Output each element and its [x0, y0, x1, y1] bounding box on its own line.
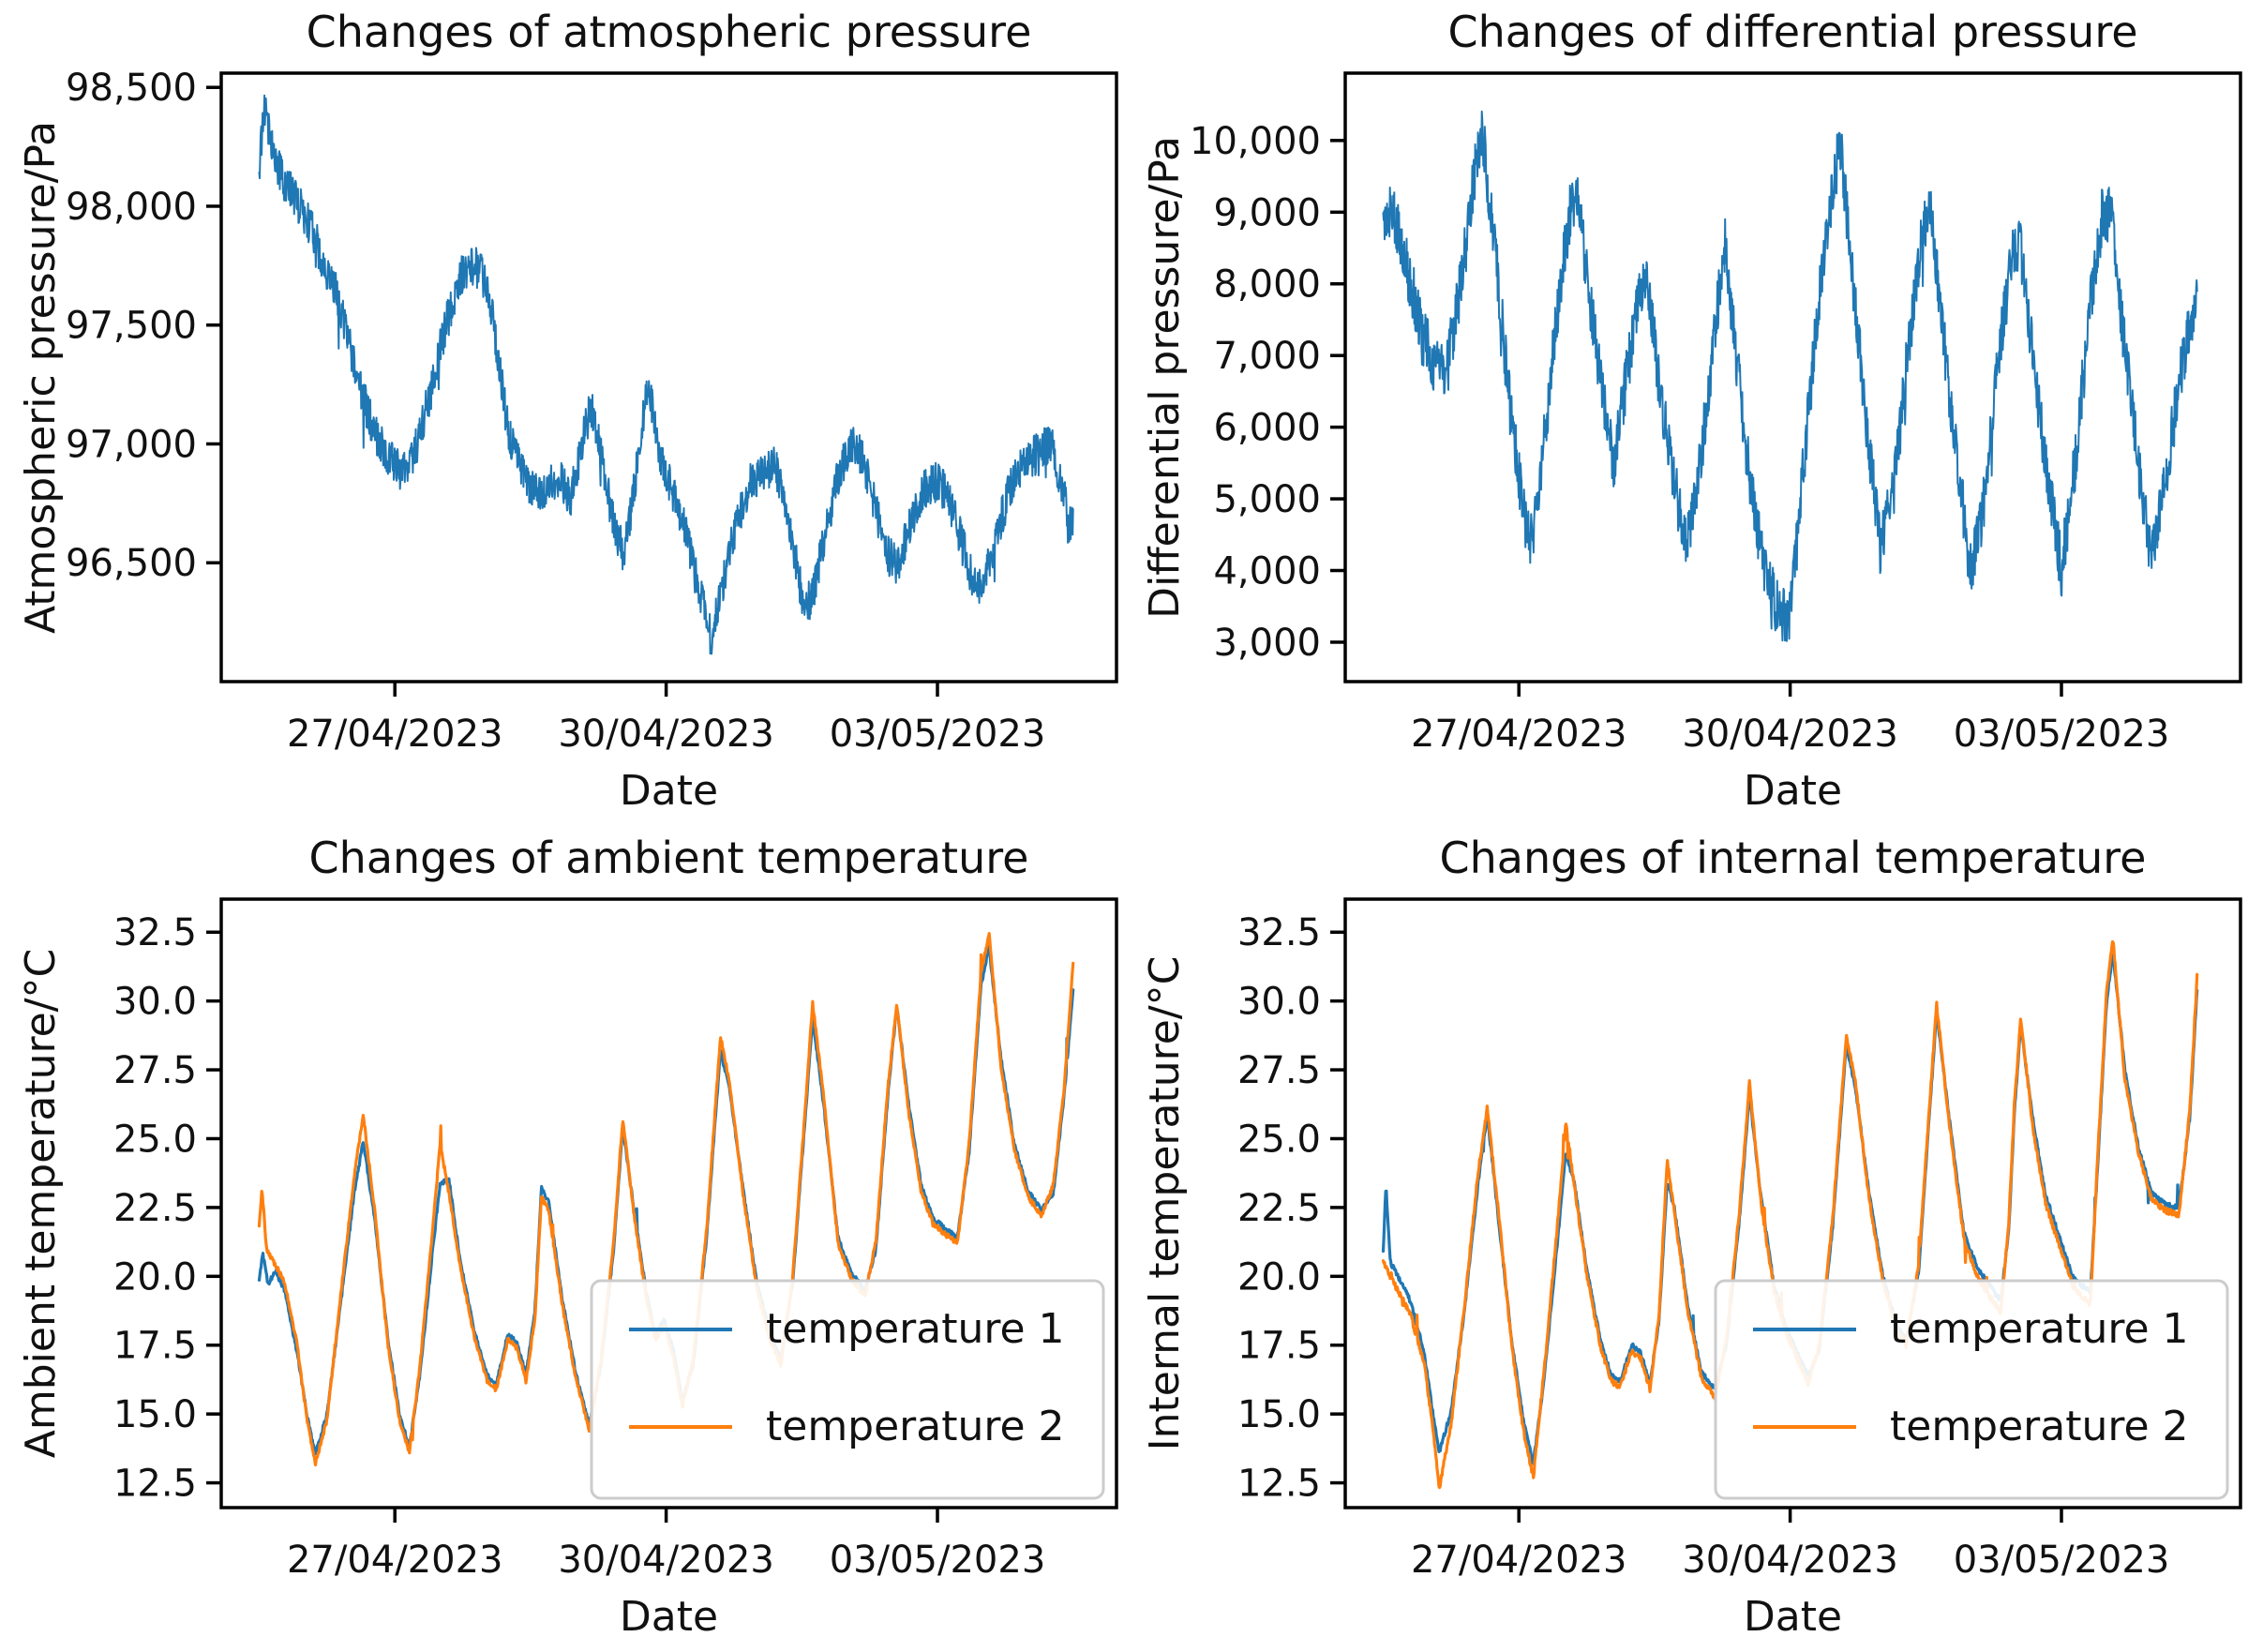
y-axis: 98,500 98,000 97,500 97,000 96,500 — [66, 67, 221, 585]
x-tick-label: 27/04/2023 — [1411, 1539, 1627, 1582]
y-tick-label: 97,500 — [66, 305, 197, 348]
y-tick-label: 3,000 — [1213, 622, 1321, 665]
chart-differential-pressure-canvas: Changes of differential pressure Date Diff… — [1141, 7, 2242, 815]
y-tick-label: 4,000 — [1213, 550, 1321, 593]
y-tick-label: 17.5 — [1237, 1325, 1321, 1368]
legend-label-2: temperature 2 — [1890, 1403, 2189, 1450]
x-axis: 27/04/2023 30/04/2023 03/05/2023 — [287, 682, 1045, 756]
y-tick-label: 96,500 — [66, 542, 197, 585]
chart-ambient-temperature: Changes of ambient temperature Date Ambien… — [0, 826, 1124, 1652]
y-tick-label: 27.5 — [113, 1049, 197, 1092]
x-axis-label: Date — [1744, 1593, 1842, 1641]
y-axis-label: Ambient temperature/°C — [17, 949, 65, 1458]
chart-internal-temperature-canvas: Changes of internal temperature Date Inter… — [1141, 833, 2242, 1641]
x-tick-label: 03/05/2023 — [1954, 713, 2170, 756]
y-tick-label: 15.0 — [113, 1393, 197, 1436]
y-tick-label: 5,000 — [1213, 478, 1321, 521]
y-tick-label: 17.5 — [113, 1325, 197, 1368]
y-tick-label: 22.5 — [113, 1187, 197, 1230]
chart-title: Changes of atmospheric pressure — [307, 7, 1032, 57]
x-axis: 27/04/2023 30/04/2023 03/05/2023 — [287, 1508, 1045, 1582]
axes-spine — [1343, 71, 2242, 683]
x-tick-label: 30/04/2023 — [1682, 1539, 1898, 1582]
chart-atmospheric-pressure: Changes of atmospheric pressure Date Atmos… — [0, 0, 1124, 826]
y-axis: 32.5 30.0 27.5 25.0 22.5 20.0 17.5 15.0 12.5 — [1237, 911, 1345, 1506]
legend-label-1: temperature 1 — [766, 1305, 1065, 1353]
y-tick-label: 97,000 — [66, 423, 197, 466]
x-tick-label: 30/04/2023 — [558, 713, 774, 756]
plot-area — [258, 94, 1074, 655]
chart-ambient-temperature-canvas: Changes of ambient temperature Date Ambien… — [17, 833, 1118, 1641]
y-tick-label: 25.0 — [1237, 1118, 1321, 1161]
y-tick-label: 8,000 — [1213, 263, 1321, 307]
x-axis-label: Date — [620, 767, 718, 815]
y-tick-label: 32.5 — [113, 911, 197, 954]
y-axis-label: Atmospheric pressure/Pa — [17, 121, 65, 634]
chart-title: Changes of differential pressure — [1447, 7, 2137, 57]
y-tick-label: 6,000 — [1213, 407, 1321, 450]
y-tick-label: 27.5 — [1237, 1049, 1321, 1092]
y-tick-label: 30.0 — [113, 981, 197, 1024]
y-axis: 32.5 30.0 27.5 25.0 22.5 20.0 17.5 15.0 12.5 — [113, 911, 221, 1506]
x-tick-label: 03/05/2023 — [830, 1539, 1046, 1582]
y-tick-label: 20.0 — [113, 1255, 197, 1299]
legend-label-1: temperature 1 — [1890, 1305, 2189, 1353]
y-tick-label: 30.0 — [1237, 981, 1321, 1024]
x-tick-label: 03/05/2023 — [830, 713, 1046, 756]
chart-differential-pressure: Changes of differential pressure Date Diff… — [1124, 0, 2248, 826]
x-axis-label: Date — [1744, 767, 1842, 815]
y-tick-label: 12.5 — [1237, 1463, 1321, 1506]
y-tick-label: 98,000 — [66, 186, 197, 229]
plot-area — [1382, 110, 2198, 642]
y-tick-label: 12.5 — [113, 1463, 197, 1506]
x-tick-label: 27/04/2023 — [287, 1539, 503, 1582]
y-tick-label: 98,500 — [66, 67, 197, 110]
y-axis: 10,000 9,000 8,000 7,000 6,000 5,000 4,000 3,00… — [1190, 120, 1345, 665]
series-atmospheric-pressure — [258, 94, 1074, 655]
chart-title: Changes of internal temperature — [1440, 833, 2147, 883]
axes-spine — [1343, 897, 2242, 1509]
chart-atmospheric-pressure-canvas: Changes of atmospheric pressure Date Atmos… — [17, 7, 1118, 815]
legend: temperature 1 temperature 2 — [1714, 1279, 2229, 1500]
axes-spine — [219, 71, 1118, 683]
x-axis-label: Date — [620, 1593, 718, 1641]
legend-label-2: temperature 2 — [766, 1403, 1065, 1450]
y-tick-label: 32.5 — [1237, 911, 1321, 954]
x-axis: 27/04/2023 30/04/2023 03/05/2023 — [1411, 1508, 2169, 1582]
x-axis: 27/04/2023 30/04/2023 03/05/2023 — [1411, 682, 2169, 756]
x-tick-label: 03/05/2023 — [1954, 1539, 2170, 1582]
y-tick-label: 7,000 — [1213, 335, 1321, 378]
y-tick-label: 20.0 — [1237, 1255, 1321, 1299]
y-tick-label: 15.0 — [1237, 1393, 1321, 1436]
x-tick-label: 27/04/2023 — [1411, 713, 1627, 756]
x-tick-label: 27/04/2023 — [287, 713, 503, 756]
x-tick-label: 30/04/2023 — [1682, 713, 1898, 756]
y-axis-label: Differential pressure/Pa — [1141, 136, 1189, 619]
y-tick-label: 22.5 — [1237, 1187, 1321, 1230]
y-tick-label: 9,000 — [1213, 191, 1321, 234]
chart-internal-temperature: Changes of internal temperature Date Inter… — [1124, 826, 2248, 1652]
axes-spine — [219, 897, 1118, 1509]
y-tick-label: 10,000 — [1190, 120, 1321, 163]
y-axis-label: Internal temperature/°C — [1141, 956, 1189, 1451]
legend: temperature 1 temperature 2 — [590, 1279, 1105, 1500]
series-differential-pressure — [1382, 110, 2198, 642]
x-tick-label: 30/04/2023 — [558, 1539, 774, 1582]
chart-title: Changes of ambient temperature — [309, 833, 1029, 883]
y-tick-label: 25.0 — [113, 1118, 197, 1161]
